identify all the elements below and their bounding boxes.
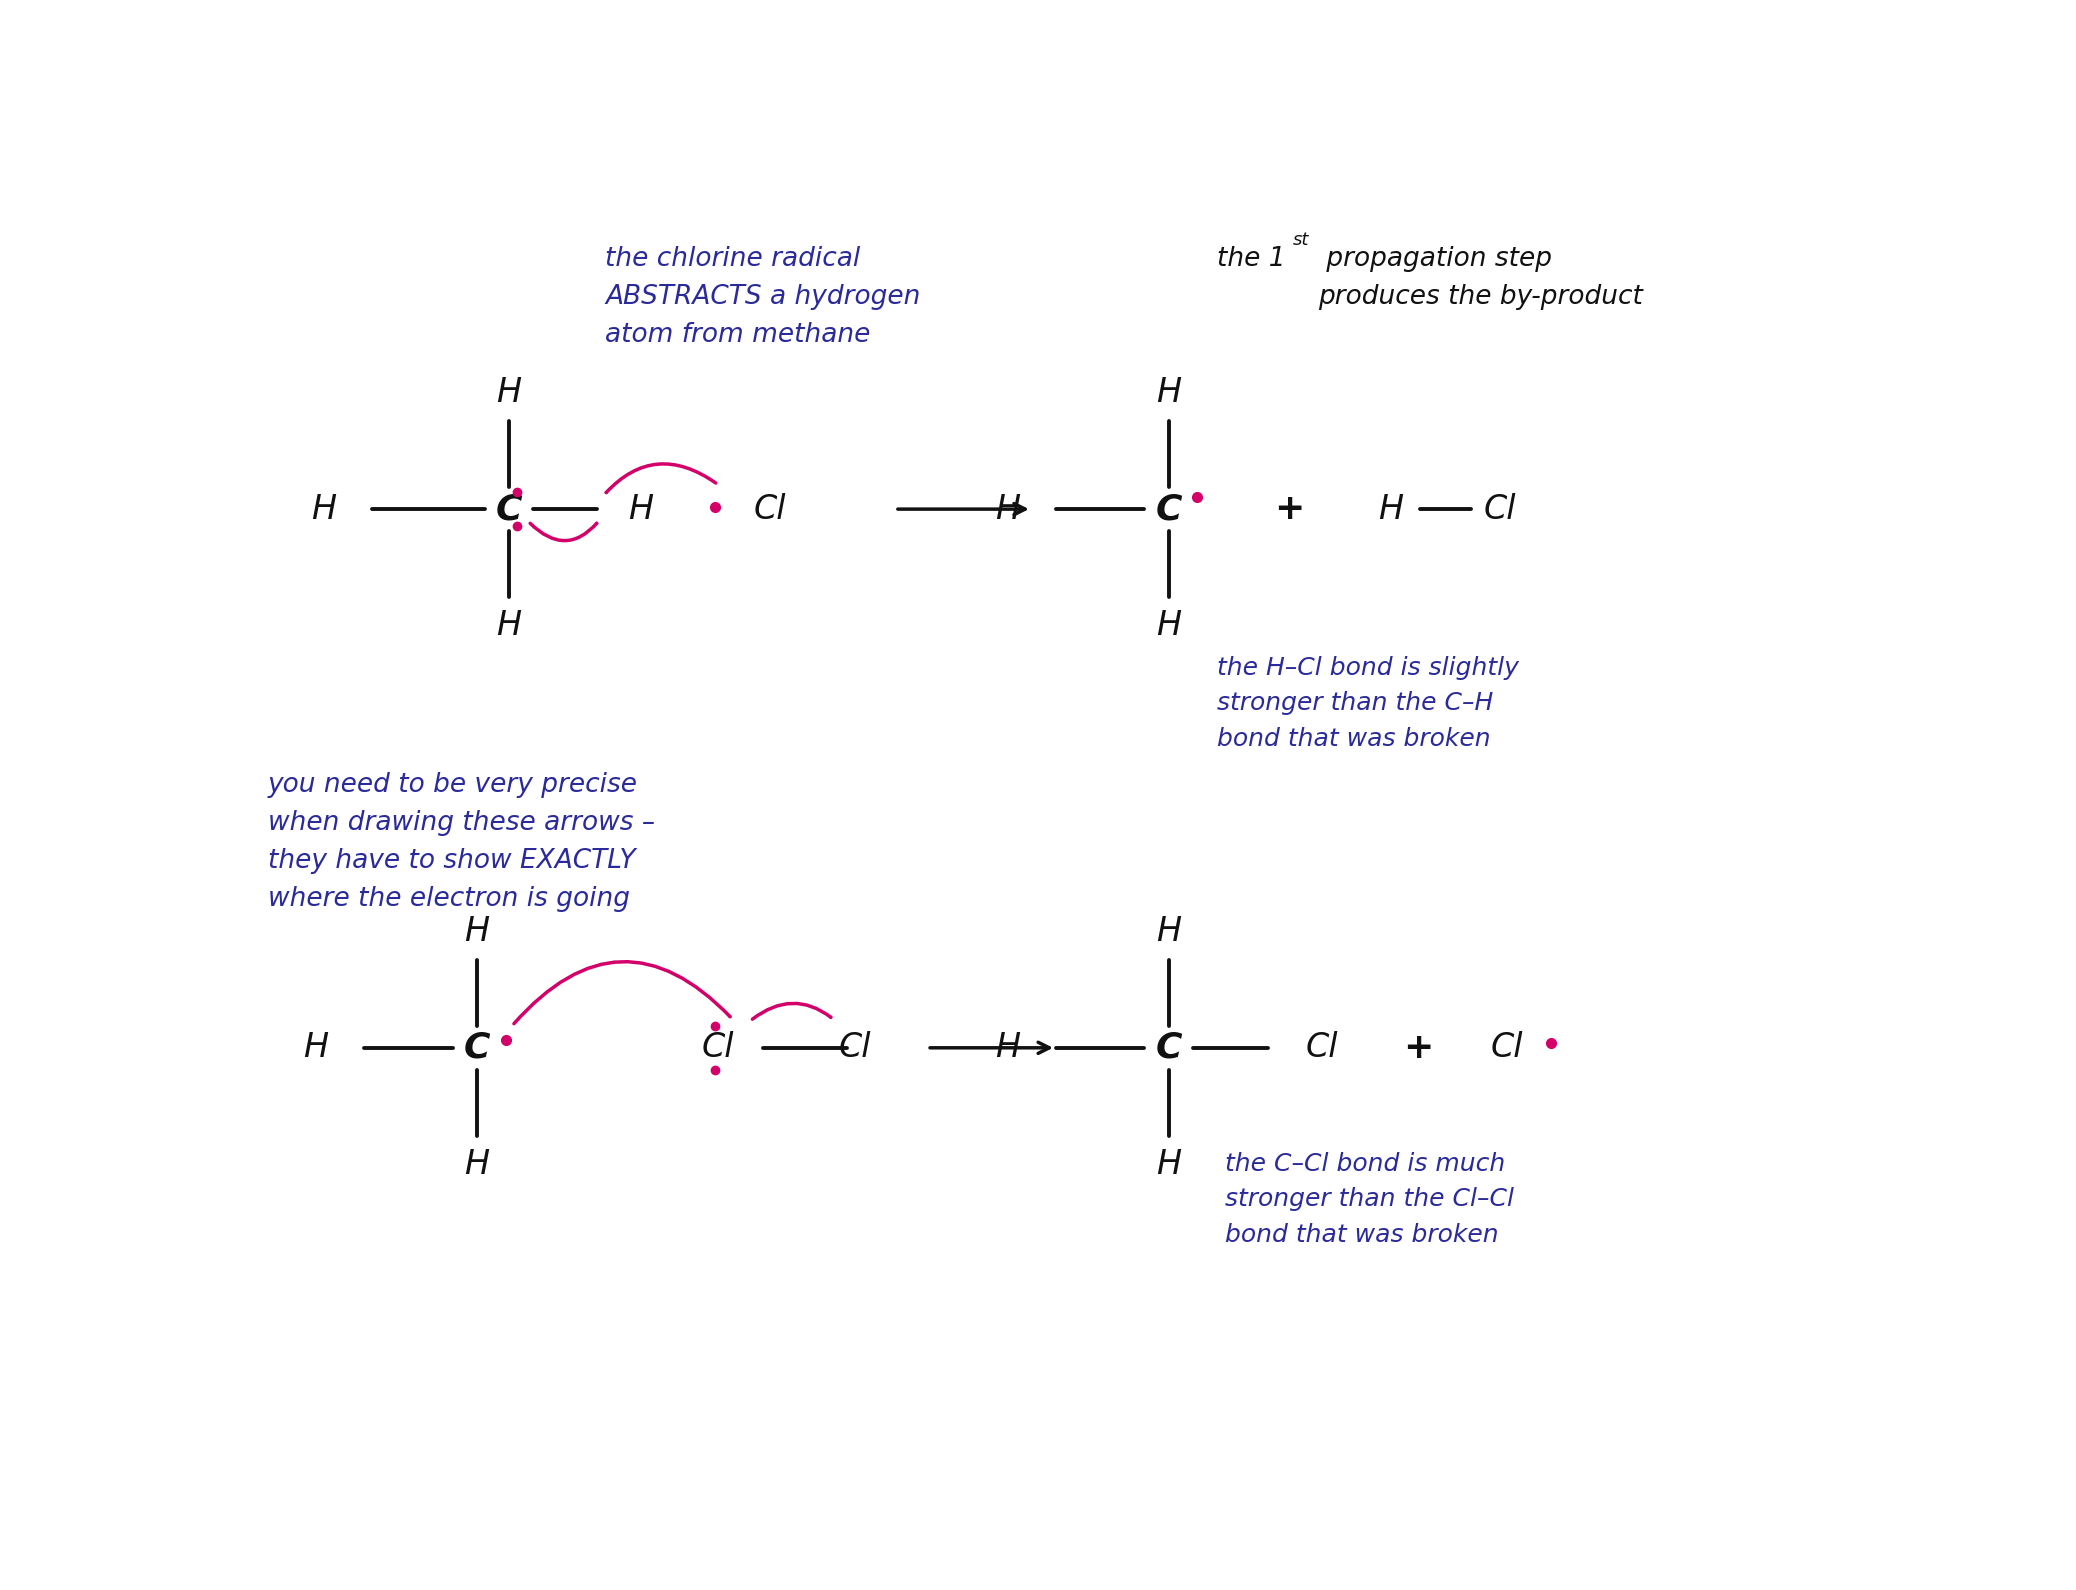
FancyArrowPatch shape bbox=[515, 962, 731, 1024]
Text: H: H bbox=[303, 1032, 328, 1064]
Text: Cl: Cl bbox=[702, 1032, 735, 1064]
Text: H: H bbox=[994, 1032, 1019, 1064]
Text: H: H bbox=[465, 1148, 490, 1181]
Text: H: H bbox=[1156, 377, 1181, 409]
FancyArrowPatch shape bbox=[529, 523, 596, 541]
Text: the C–Cl bond is much
stronger than the Cl–Cl
bond that was broken: the C–Cl bond is much stronger than the … bbox=[1225, 1151, 1513, 1247]
Text: H: H bbox=[496, 609, 521, 642]
Text: the 1: the 1 bbox=[1217, 246, 1285, 272]
Text: C: C bbox=[463, 1030, 490, 1065]
Text: the H–Cl bond is slightly
stronger than the C–H
bond that was broken: the H–Cl bond is slightly stronger than … bbox=[1217, 657, 1520, 750]
Text: Cl: Cl bbox=[754, 493, 787, 526]
FancyArrowPatch shape bbox=[606, 464, 716, 493]
Text: H: H bbox=[465, 914, 490, 948]
Text: H: H bbox=[1156, 1148, 1181, 1181]
Text: H: H bbox=[1156, 609, 1181, 642]
Text: Cl: Cl bbox=[1306, 1032, 1337, 1064]
Text: H: H bbox=[311, 493, 336, 526]
Text: H: H bbox=[496, 377, 521, 409]
Text: +: + bbox=[1403, 1030, 1432, 1065]
Text: Cl: Cl bbox=[1484, 493, 1515, 526]
Text: H: H bbox=[1378, 493, 1403, 526]
Text: H: H bbox=[629, 493, 654, 526]
Text: st: st bbox=[1293, 231, 1308, 250]
Text: Cl: Cl bbox=[1491, 1032, 1522, 1064]
Text: you need to be very precise
when drawing these arrows –
they have to show EXACTL: you need to be very precise when drawing… bbox=[268, 773, 654, 913]
Text: Cl: Cl bbox=[839, 1032, 872, 1064]
Text: C: C bbox=[496, 493, 523, 526]
Text: propagation step
produces the by-product: propagation step produces the by-product bbox=[1318, 246, 1642, 310]
Text: C: C bbox=[1154, 493, 1181, 526]
Text: H: H bbox=[994, 493, 1019, 526]
Text: the chlorine radical
ABSTRACTS a hydrogen
atom from methane: the chlorine radical ABSTRACTS a hydroge… bbox=[606, 246, 922, 348]
Text: C: C bbox=[1154, 1030, 1181, 1065]
Text: H: H bbox=[1156, 914, 1181, 948]
Text: +: + bbox=[1275, 493, 1304, 526]
FancyArrowPatch shape bbox=[752, 1003, 830, 1019]
